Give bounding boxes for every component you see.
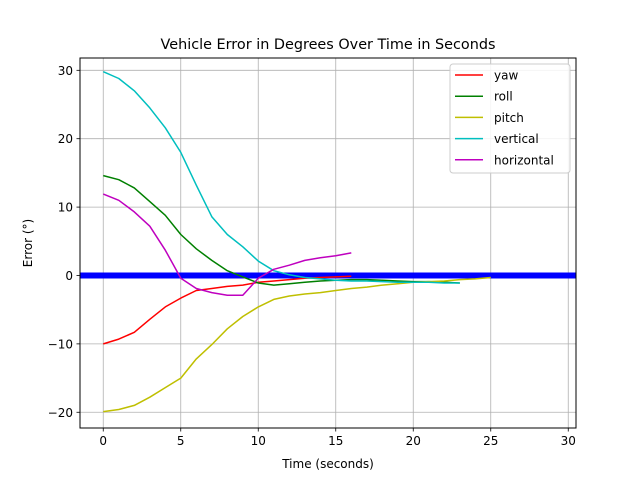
x-tick-label: 15 [328, 434, 343, 448]
y-tick-label: 10 [58, 201, 73, 215]
x-tick-label: 25 [483, 434, 498, 448]
y-tick-label: −20 [48, 406, 73, 420]
legend-label-vertical: vertical [494, 132, 539, 146]
x-tick-label: 0 [99, 434, 107, 448]
series-layer [102, 71, 491, 413]
x-tick-label: 5 [177, 434, 185, 448]
legend-box [449, 63, 571, 174]
chart-title: Vehicle Error in Degrees Over Time in Se… [161, 37, 496, 53]
x-tick-label: 30 [561, 434, 576, 448]
series-line-vertical [102, 71, 460, 284]
x-axis-label: Time (seconds) [281, 457, 374, 471]
series-line-horizontal [103, 193, 352, 297]
legend-label-horizontal: horizontal [494, 153, 554, 167]
x-tick-label: 10 [251, 434, 266, 448]
legend-label-roll: roll [494, 90, 513, 104]
plot-frame [79, 57, 577, 429]
y-axis-label: Error (°) [21, 219, 35, 267]
y-tick-label: −10 [48, 337, 73, 351]
y-tick-label: 30 [58, 64, 73, 78]
y-tick-label: 0 [65, 269, 73, 283]
legend-label-yaw: yaw [494, 69, 518, 83]
legend: yaw roll pitch vertical horizontal [449, 63, 571, 174]
legend-label-pitch: pitch [494, 111, 524, 125]
y-tick-label: 20 [58, 132, 73, 146]
axis-ticks: 0 5 10 15 20 25 30 −20 −10 0 10 20 30 [48, 64, 576, 448]
series-line-roll [103, 174, 460, 286]
x-tick-label: 20 [406, 434, 421, 448]
